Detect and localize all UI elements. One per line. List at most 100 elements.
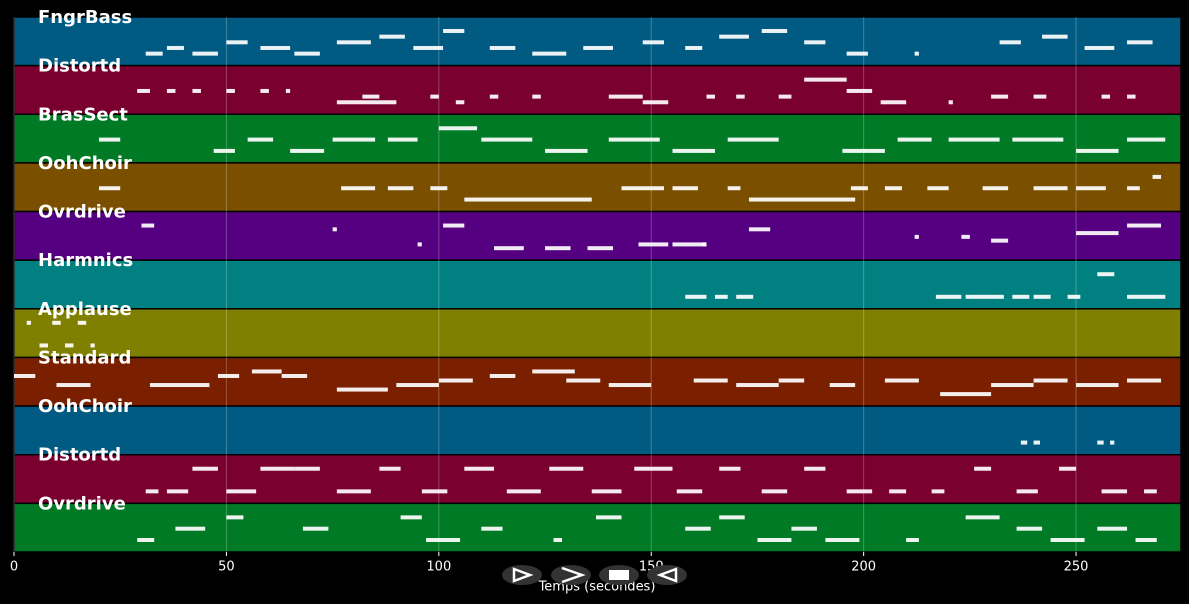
note [294, 51, 320, 56]
note [748, 197, 856, 202]
note [64, 343, 74, 348]
note [52, 320, 61, 325]
note [940, 392, 992, 397]
note [1076, 148, 1119, 153]
note [642, 100, 669, 105]
note [489, 94, 499, 99]
note [676, 489, 703, 494]
note [982, 186, 1009, 191]
note [1067, 294, 1081, 299]
note [545, 246, 571, 251]
track-label: Standard [38, 347, 131, 368]
note [884, 186, 902, 191]
note [608, 94, 643, 99]
plot-area: FngrBass Distortd BrasSect OohChoir Ovrdrive… [10, 7, 1182, 575]
forward-button[interactable] [551, 565, 591, 585]
note [226, 88, 235, 93]
note [166, 489, 189, 494]
note [532, 94, 541, 99]
note [736, 94, 745, 99]
track-lane [13, 113, 1182, 164]
note [290, 148, 325, 153]
note [1016, 526, 1043, 531]
note [396, 383, 439, 388]
note [489, 373, 516, 378]
note [846, 88, 873, 93]
stop-button[interactable] [599, 565, 639, 585]
track-labels: FngrBass Distortd BrasSect OohChoir Ovrdrive… [38, 7, 133, 514]
note [714, 294, 728, 299]
note [362, 94, 380, 99]
note [14, 373, 36, 378]
note [1033, 440, 1040, 445]
note [166, 45, 184, 50]
note [336, 40, 371, 45]
note [727, 137, 779, 142]
grid [13, 17, 1077, 556]
note [1059, 466, 1077, 471]
note [141, 223, 155, 228]
note [621, 186, 664, 191]
track-label: Applause [38, 299, 132, 320]
note [1127, 186, 1140, 191]
note [761, 29, 788, 33]
note [1127, 137, 1166, 142]
track-lane [13, 308, 1182, 359]
note [137, 538, 155, 542]
note [778, 378, 805, 383]
note [931, 489, 945, 494]
track-lane [13, 16, 1182, 67]
note [443, 223, 465, 228]
note [685, 294, 707, 299]
note [332, 137, 376, 142]
track-lane [13, 502, 1182, 553]
note [341, 186, 376, 191]
track-label: FngrBass [38, 7, 132, 28]
note [464, 197, 592, 202]
track-lane [13, 64, 1182, 116]
note [336, 489, 371, 494]
note [226, 489, 257, 494]
note [702, 242, 707, 247]
note [672, 148, 715, 153]
note [430, 94, 439, 99]
note [281, 373, 308, 378]
track-lane [13, 453, 1182, 505]
track-label: Harmnics [38, 250, 133, 271]
track-label: OohChoir [38, 153, 132, 174]
note [991, 238, 1009, 243]
note [1020, 440, 1028, 445]
note [778, 94, 792, 99]
note [213, 148, 235, 153]
note [421, 489, 448, 494]
note [532, 51, 567, 56]
note [889, 489, 907, 494]
note [1135, 538, 1157, 542]
note [260, 466, 295, 471]
note [1127, 40, 1153, 45]
x-tick-label: 0 [10, 560, 18, 575]
back-button[interactable] [647, 565, 687, 585]
note [608, 383, 652, 388]
note [464, 466, 495, 471]
note [532, 369, 575, 374]
play-button[interactable] [502, 565, 542, 585]
note [39, 343, 48, 348]
x-tick-label: 50 [218, 560, 235, 575]
note [791, 526, 817, 531]
note [965, 294, 1004, 299]
note [481, 137, 533, 142]
track-label: OohChoir [38, 396, 132, 417]
note [1101, 94, 1111, 99]
note [685, 45, 703, 50]
note [1097, 440, 1104, 445]
note [430, 186, 448, 191]
note [285, 88, 291, 93]
note [706, 94, 715, 99]
note [506, 489, 541, 494]
note [489, 45, 516, 50]
note [77, 320, 87, 325]
note [400, 515, 422, 520]
note [935, 294, 962, 299]
